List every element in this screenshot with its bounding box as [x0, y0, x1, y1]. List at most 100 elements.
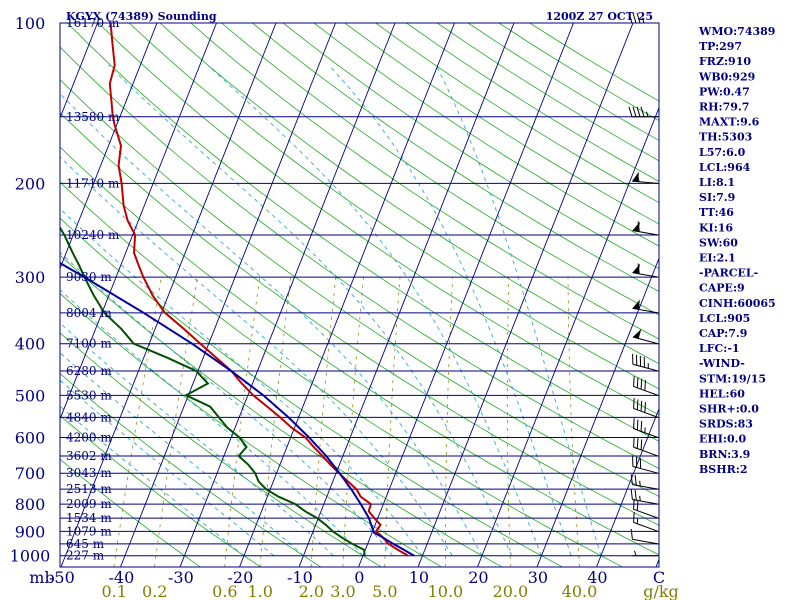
- dry-adiabat: [128, 23, 659, 390]
- barb-flag: [636, 399, 639, 410]
- isotherm: [536, 257, 659, 567]
- temperature-trace: [108, 23, 409, 557]
- barb-flag: [636, 438, 639, 449]
- index-entry: KI:16: [699, 221, 733, 234]
- barb-flag: [640, 106, 645, 117]
- dry-adiabat: [190, 23, 659, 340]
- index-entry: EI:2.1: [699, 252, 736, 265]
- index-entry: LI:8.1: [699, 176, 735, 189]
- height-label: 2513 m: [66, 482, 112, 496]
- barb-flag: [630, 489, 633, 500]
- grid-layer: [0, 23, 659, 567]
- index-entry: TT:46: [699, 206, 734, 219]
- mixing-ratio-label: 5.0: [372, 582, 397, 600]
- pressure-tick-label: 400: [15, 335, 46, 354]
- isotherm: [60, 23, 98, 120]
- barb-flag: [633, 511, 635, 523]
- wind-barb: [632, 263, 659, 278]
- barb-staff: [632, 465, 659, 474]
- moist-adiabat: [108, 64, 513, 556]
- mixing-ratio-label: 0.2: [142, 582, 167, 600]
- series-layer: [60, 23, 415, 557]
- index-entry: SRDS:83: [699, 418, 753, 431]
- dry-adiabat: [60, 112, 659, 526]
- height-label: 5530 m: [66, 388, 112, 402]
- moist-adiabat: [60, 352, 304, 557]
- barb-flag: [636, 377, 639, 388]
- barb-flag: [640, 420, 643, 432]
- height-label: 4200 m: [66, 431, 112, 445]
- height-label: 4840 m: [66, 410, 112, 424]
- moist-adiabat: [60, 92, 483, 556]
- moist-adiabat: [435, 64, 602, 556]
- index-entry: TP:297: [699, 40, 742, 53]
- stability-indices-panel: WMO:74389 TP:297 FRZ:910 WB0:929 PW:0.47 RH:7…: [698, 25, 776, 476]
- barb-flag: [640, 439, 643, 450]
- isotherm: [60, 23, 277, 567]
- barb-pennant: [632, 328, 642, 339]
- dry-adiabat: [60, 415, 261, 567]
- dry-adiabat: [282, 23, 659, 269]
- wind-barb: [633, 398, 659, 418]
- temperature-tick-label: 0: [354, 568, 364, 587]
- barb-staff: [632, 538, 659, 545]
- barb-half-flag: [642, 17, 645, 24]
- index-entry: EHI:0.0: [699, 433, 746, 446]
- dry-adiabat: [60, 46, 659, 470]
- mixing-ratio-label: 3.0: [330, 582, 355, 600]
- height-label: 645 m: [66, 537, 105, 551]
- barb-flag: [633, 498, 635, 510]
- barb-pennant: [632, 171, 639, 182]
- mixing-ratio-line: [154, 277, 198, 567]
- wind-barb: [632, 299, 659, 314]
- barb-half-flag: [639, 495, 641, 502]
- dry-adiabat: [313, 23, 659, 247]
- index-entry: MAXT:9.6: [699, 116, 760, 129]
- barb-half-flag: [634, 550, 637, 556]
- index-entry: -WIND-: [699, 357, 745, 370]
- barb-staff: [632, 484, 659, 490]
- barb-half-flag: [639, 480, 641, 487]
- wind-barb: [630, 528, 659, 545]
- temperature-tick-label: 20: [468, 568, 488, 587]
- moist-adiabat: [60, 208, 423, 556]
- height-label: 13580 m: [66, 110, 120, 124]
- wind-barb: [632, 221, 659, 236]
- index-entry: PW:0.47: [699, 85, 750, 98]
- index-entry: WMO:74389: [698, 25, 775, 38]
- barb-half-flag: [646, 111, 649, 117]
- pressure-tick-label: 600: [15, 429, 46, 448]
- sounding-time: 1200Z 27 OCT 25: [546, 10, 653, 23]
- index-entry: SW:60: [699, 236, 738, 249]
- height-label: 6280 m: [66, 364, 112, 378]
- barb-staff: [632, 336, 659, 345]
- pressure-unit-label: mb: [29, 568, 54, 587]
- dry-adiabat: [60, 181, 623, 567]
- wind-barb: [632, 328, 659, 345]
- barb-half-flag: [638, 304, 640, 310]
- dry-adiabat: [159, 23, 659, 365]
- dry-adiabat: [60, 217, 563, 567]
- dry-adiabat: [67, 23, 659, 442]
- mixing-ratio-line: [310, 277, 337, 567]
- temperature-tick-label: C: [653, 568, 665, 587]
- index-entry: BRN:3.9: [699, 448, 750, 461]
- dry-adiabat: [60, 254, 503, 567]
- pressure-tick-label: 900: [15, 522, 46, 541]
- temperature-tick-label: 10: [409, 568, 429, 587]
- index-entry: LCL:905: [699, 312, 750, 325]
- isotherm: [0, 23, 38, 567]
- isotherm: [417, 23, 634, 567]
- barb-flag: [636, 419, 639, 431]
- mixing-ratio-unit: g/kg: [643, 582, 679, 600]
- mixing-ratio-line: [567, 277, 580, 567]
- mixing-ratio-line: [384, 277, 401, 567]
- wind-barb: [633, 418, 659, 439]
- pressure-tick-label: 100: [15, 14, 46, 33]
- height-label: 1534 m: [66, 511, 112, 525]
- index-entry: STM:19/15: [699, 372, 766, 385]
- temperature-tick-label: -30: [168, 568, 194, 587]
- isotherm: [477, 106, 659, 567]
- temperature-tick-label: 30: [528, 568, 548, 587]
